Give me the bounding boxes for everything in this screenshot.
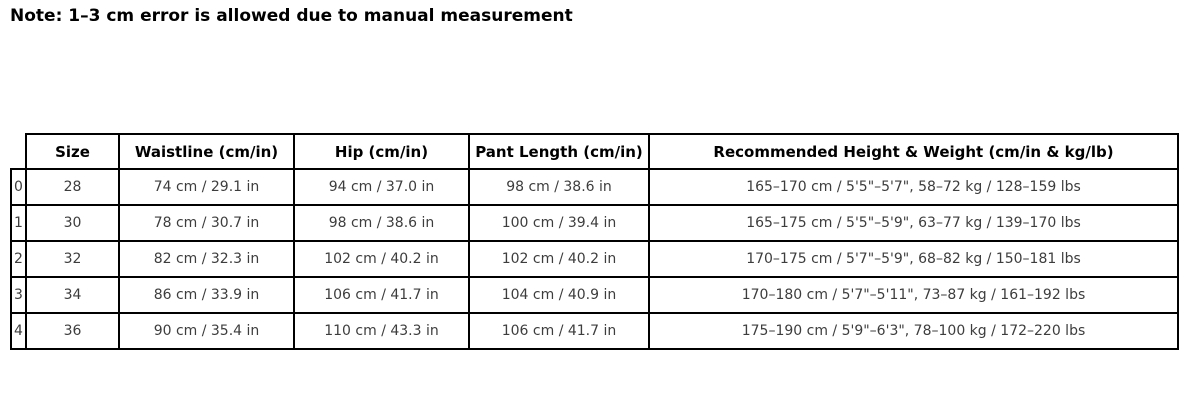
table-cell: 170–180 cm / 5'7"–5'11", 73–87 kg / 161–… xyxy=(648,276,1179,314)
table-cell: 86 cm / 33.9 in xyxy=(118,276,295,314)
row-index-cell: 4 xyxy=(10,312,27,350)
table-cell: 34 xyxy=(25,276,120,314)
table-row: 2 32 82 cm / 32.3 in 102 cm / 40.2 in 102 cm… xyxy=(10,240,1179,278)
table-cell: 110 cm / 43.3 in xyxy=(293,312,470,350)
column-header: Hip (cm/in) xyxy=(293,133,470,170)
table-cell: 104 cm / 40.9 in xyxy=(468,276,650,314)
table-cell: 175–190 cm / 5'9"–6'3", 78–100 kg / 172–… xyxy=(648,312,1179,350)
table-row: 1 30 78 cm / 30.7 in 98 cm / 38.6 in 100 cm … xyxy=(10,204,1179,242)
table-cell: 106 cm / 41.7 in xyxy=(293,276,470,314)
table-cell: 82 cm / 32.3 in xyxy=(118,240,295,278)
table-cell: 102 cm / 40.2 in xyxy=(468,240,650,278)
table-cell: 28 xyxy=(25,168,120,206)
row-index-cell: 2 xyxy=(10,240,27,278)
table-row: 3 34 86 cm / 33.9 in 106 cm / 41.7 in 104 cm… xyxy=(10,276,1179,314)
table-row: 4 36 90 cm / 35.4 in 110 cm / 43.3 in 106 cm… xyxy=(10,312,1179,350)
table-cell: 36 xyxy=(25,312,120,350)
table-cell: 98 cm / 38.6 in xyxy=(293,204,470,242)
table-cell: 74 cm / 29.1 in xyxy=(118,168,295,206)
table-cell: 102 cm / 40.2 in xyxy=(293,240,470,278)
size-chart-table: Size Waistline (cm/in) Hip (cm/in) Pant Len… xyxy=(10,133,1179,350)
table-header: Size Waistline (cm/in) Hip (cm/in) Pant Len… xyxy=(11,133,1179,170)
column-header: Recommended Height & Weight (cm/in & kg/… xyxy=(648,133,1179,170)
table-cell: 98 cm / 38.6 in xyxy=(468,168,650,206)
row-index-cell: 3 xyxy=(10,276,27,314)
row-index-cell: 1 xyxy=(10,204,27,242)
table-body: 0 28 74 cm / 29.1 in 94 cm / 37.0 in 98 cm /… xyxy=(10,168,1179,350)
table-cell: 32 xyxy=(25,240,120,278)
table-cell: 170–175 cm / 5'7"–5'9", 68–82 kg / 150–1… xyxy=(648,240,1179,278)
row-index-cell: 0 xyxy=(10,168,27,206)
table-cell: 30 xyxy=(25,204,120,242)
table-cell: 106 cm / 41.7 in xyxy=(468,312,650,350)
table-cell: 78 cm / 30.7 in xyxy=(118,204,295,242)
table-cell: 94 cm / 37.0 in xyxy=(293,168,470,206)
table-cell: 165–175 cm / 5'5"–5'9", 63–77 kg / 139–1… xyxy=(648,204,1179,242)
index-header-cell xyxy=(11,134,26,169)
table-cell: 100 cm / 39.4 in xyxy=(468,204,650,242)
measurement-note: Note: 1–3 cm error is allowed due to man… xyxy=(10,6,573,26)
table-cell: 90 cm / 35.4 in xyxy=(118,312,295,350)
column-header: Pant Length (cm/in) xyxy=(468,133,650,170)
table-cell: 165–170 cm / 5'5"–5'7", 58–72 kg / 128–1… xyxy=(648,168,1179,206)
table-row: 0 28 74 cm / 29.1 in 94 cm / 37.0 in 98 cm /… xyxy=(10,168,1179,206)
column-header: Waistline (cm/in) xyxy=(118,133,295,170)
header-row: Size Waistline (cm/in) Hip (cm/in) Pant Len… xyxy=(11,133,1179,170)
column-header: Size xyxy=(25,133,120,170)
